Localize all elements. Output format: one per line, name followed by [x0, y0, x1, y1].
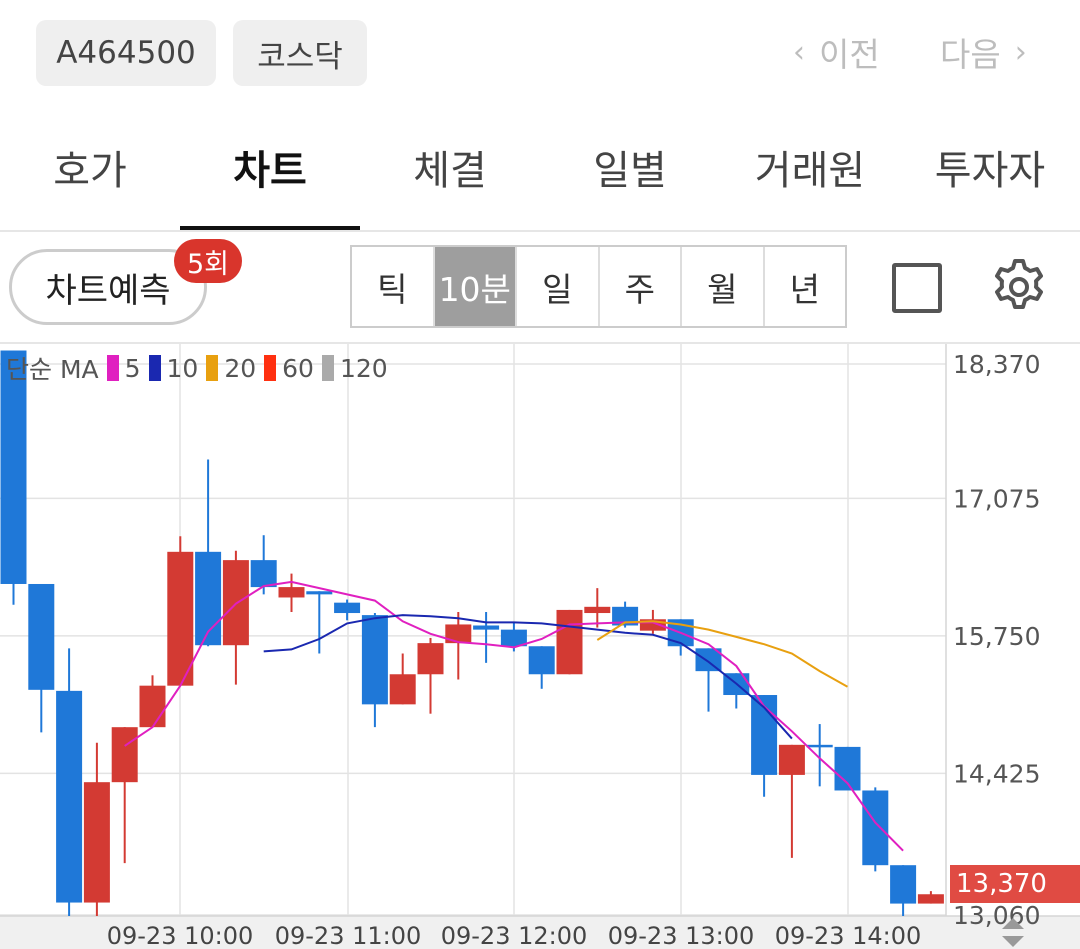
y-tick-label: 17,075	[953, 484, 1040, 513]
ma120-label: 120	[339, 353, 388, 383]
stock-code-chip[interactable]: A464500	[36, 20, 216, 86]
candle-body	[778, 744, 805, 775]
candle-body	[695, 648, 722, 672]
candle-body	[83, 782, 110, 903]
current-price-tag: 13,370	[950, 865, 1080, 903]
tab-investors[interactable]: 투자자	[934, 148, 1046, 194]
y-tick-label: 14,425	[953, 759, 1040, 788]
candle-body	[528, 646, 555, 675]
chart-predict-button[interactable]: 차트예측	[9, 249, 207, 325]
y-tick-label: 15,750	[953, 622, 1040, 651]
market-chip[interactable]: 코스닥	[233, 20, 367, 86]
candle-body	[500, 629, 527, 647]
prev-label: 이전	[819, 35, 880, 74]
next-button[interactable]: 다음 ›	[940, 28, 1027, 76]
ma10-swatch	[148, 355, 161, 381]
time-axis-band	[0, 916, 1080, 949]
scroll-handle-icon[interactable]	[1000, 916, 1026, 949]
ma5-label: 5	[124, 353, 141, 383]
x-tick-label: 09-23 14:00	[775, 922, 922, 949]
candle-body	[389, 674, 416, 705]
candle-body	[584, 606, 611, 614]
candle-body	[862, 790, 889, 866]
candle-body	[278, 587, 305, 598]
candlestick-chart[interactable]: 18,370 17,075 15,750 14,425 13,060 09-23 10:0…	[0, 344, 1080, 949]
candle-body	[167, 551, 194, 686]
ma10-label: 10	[166, 353, 199, 383]
period-day[interactable]: 일	[517, 247, 600, 326]
period-selector: 틱 10분 일 주 월 년	[350, 245, 847, 328]
chart-toolbar: 차트예측 5회 틱 10분 일 주 월 년	[0, 232, 1080, 344]
ma5-swatch	[106, 355, 119, 381]
y-tick-label: 18,370	[953, 350, 1040, 379]
candle-body	[612, 606, 639, 626]
period-week[interactable]: 주	[600, 247, 682, 326]
chart-canvas: 18,370 17,075 15,750 14,425 13,060 09-23 10:0…	[0, 344, 1080, 949]
candle-body	[361, 615, 388, 705]
candle-body	[195, 551, 222, 646]
candle-body	[0, 350, 27, 584]
ma20-line	[596, 620, 848, 688]
chevron-right-icon: ›	[1014, 34, 1027, 70]
candle-body	[639, 619, 666, 631]
ma20-label: 20	[224, 353, 257, 383]
candle-body	[417, 643, 444, 675]
x-tick-label: 09-23 11:00	[275, 922, 422, 949]
candle-body	[917, 894, 944, 904]
candle-body	[139, 685, 166, 728]
period-tick[interactable]: 틱	[352, 247, 435, 326]
tab-chart[interactable]: 차트	[180, 140, 360, 230]
tab-brokers[interactable]: 거래원	[754, 148, 866, 194]
prev-button[interactable]: ‹ 이전	[793, 28, 880, 76]
candle-body	[306, 591, 333, 595]
candle-body	[111, 727, 138, 783]
ma-legend: 단순 MA 5 10 20 60 120	[6, 350, 388, 386]
x-tick-label: 09-23 12:00	[441, 922, 588, 949]
tab-trades[interactable]: 체결	[413, 148, 487, 194]
predict-count-badge: 5회	[174, 239, 242, 283]
ma10-line	[263, 614, 793, 740]
tab-daily[interactable]: 일별	[593, 148, 667, 194]
candle-body	[473, 625, 500, 630]
candle-body	[445, 624, 472, 644]
ma20-swatch	[206, 355, 219, 381]
x-tick-label: 09-23 10:00	[107, 922, 254, 949]
next-label: 다음	[940, 35, 1001, 74]
ma60-label: 60	[282, 353, 314, 383]
ma5-line	[124, 580, 904, 852]
candle-body	[806, 744, 833, 748]
candle-body	[890, 865, 917, 904]
top-bar: A464500 코스닥 ‹ 이전 다음 ›	[0, 0, 1080, 110]
period-10min[interactable]: 10분	[434, 247, 517, 326]
period-month[interactable]: 월	[682, 247, 765, 326]
period-year[interactable]: 년	[789, 269, 820, 309]
y-tick-label: 13,060	[953, 901, 1040, 930]
x-tick-label: 09-23 13:00	[608, 922, 755, 949]
candle-body	[250, 560, 277, 588]
candle-body	[28, 583, 55, 690]
gear-icon[interactable]	[988, 256, 1050, 318]
fullscreen-square-icon[interactable]	[892, 263, 942, 313]
candle-body	[56, 690, 83, 903]
chevron-left-icon: ‹	[793, 34, 805, 70]
candle-body	[556, 609, 583, 675]
candle-body	[334, 602, 361, 614]
ma120-swatch	[321, 355, 334, 381]
ma60-swatch	[264, 355, 277, 381]
tab-hoga[interactable]: 호가	[53, 148, 127, 194]
tab-bar: 호가 차트 체결 일별 거래원 투자자	[0, 130, 1080, 232]
ma-legend-prefix: 단순 MA	[6, 355, 99, 384]
